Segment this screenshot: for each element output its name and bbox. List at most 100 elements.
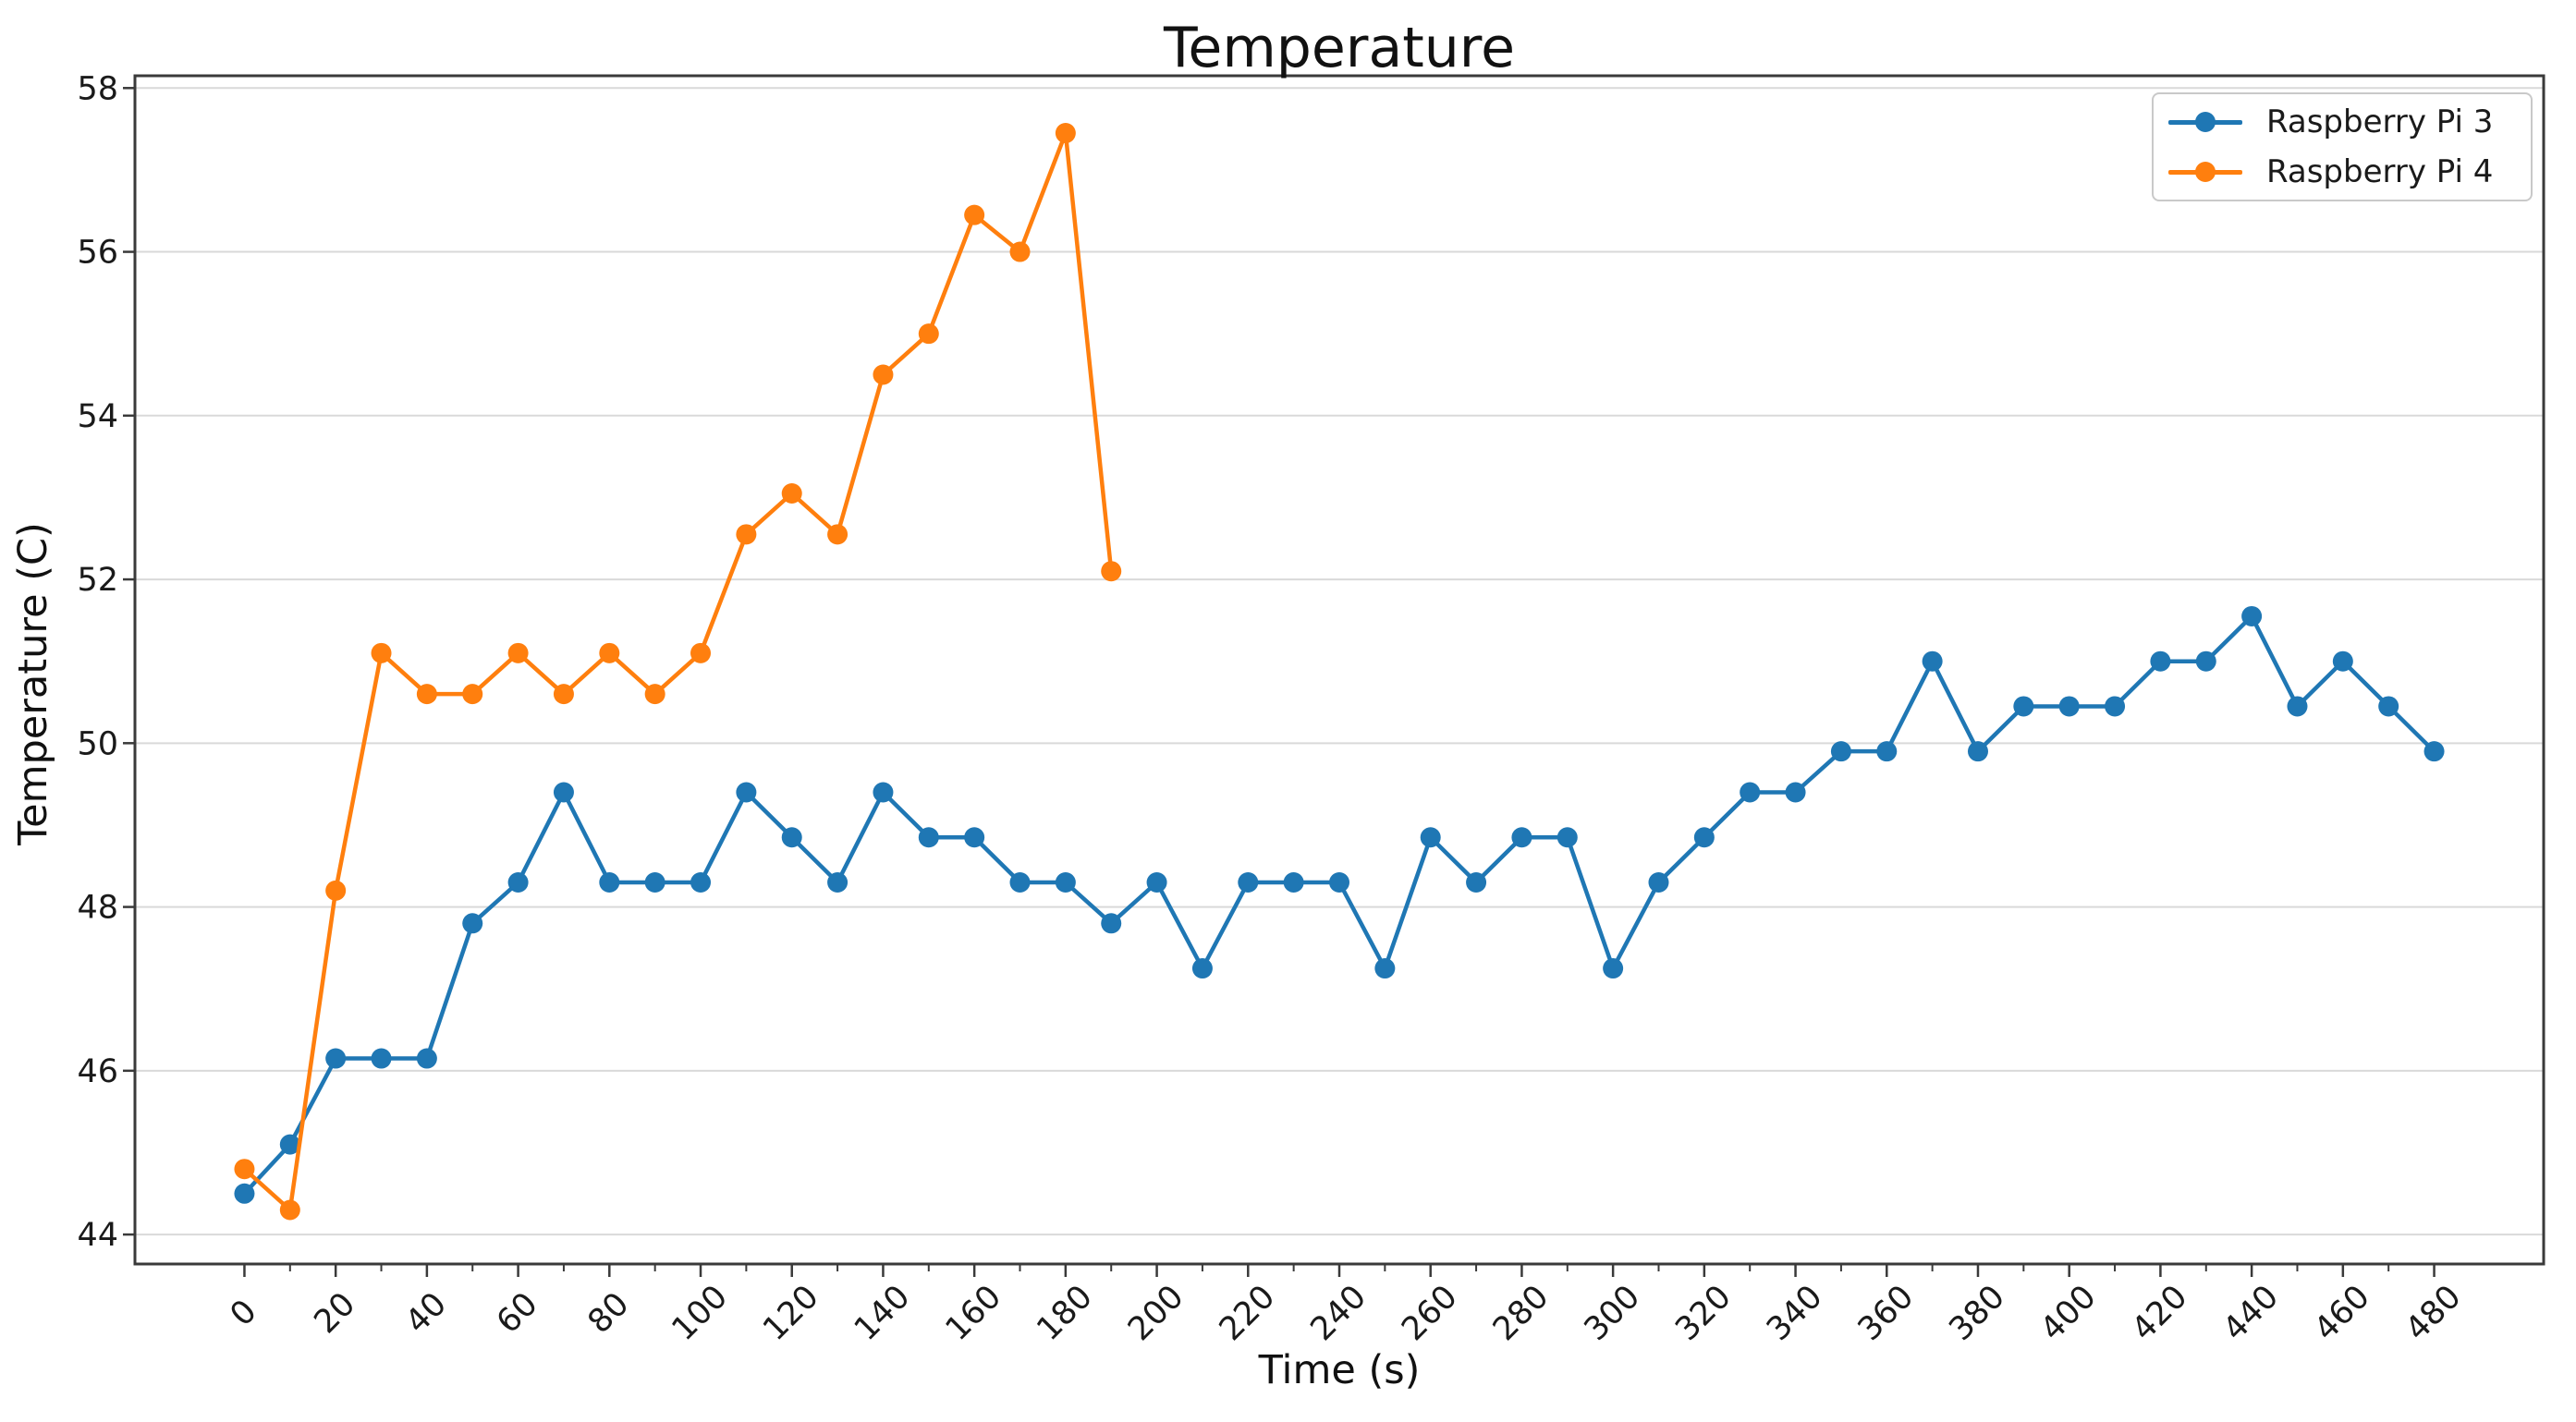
data-point-marker-raspberry-pi-4 (781, 483, 802, 504)
data-point-marker-raspberry-pi-3 (462, 913, 483, 934)
y-tick-label: 48 (77, 890, 118, 927)
x-tick-label: 460 (2307, 1279, 2377, 1349)
legend-line-marker-sample-blue (2168, 112, 2242, 132)
data-point-marker-raspberry-pi-3 (1693, 827, 1715, 848)
legend-label-raspberry-pi-3: Raspberry Pi 3 (2266, 103, 2494, 140)
x-tick-label: 80 (581, 1285, 637, 1341)
x-tick-label: 400 (2033, 1279, 2104, 1349)
data-point-marker-raspberry-pi-4 (325, 880, 347, 901)
data-point-marker-raspberry-pi-4 (279, 1199, 300, 1221)
data-point-marker-raspberry-pi-3 (1283, 871, 1304, 893)
y-tick-label: 58 (77, 70, 118, 107)
y-axis-title: Temperature (C) (10, 522, 56, 845)
x-tick-label: 340 (1760, 1279, 1830, 1349)
data-point-marker-raspberry-pi-3 (1055, 871, 1076, 893)
data-point-marker-raspberry-pi-3 (1740, 782, 1761, 803)
data-point-marker-raspberry-pi-3 (1238, 871, 1259, 893)
x-tick-label: 280 (1486, 1279, 1557, 1349)
x-tick-label: 240 (1304, 1279, 1374, 1349)
data-point-marker-raspberry-pi-4 (1009, 241, 1031, 262)
y-tick-label: 52 (77, 562, 118, 599)
data-point-marker-raspberry-pi-3 (1101, 913, 1122, 934)
x-tick-label: 440 (2216, 1279, 2287, 1349)
data-point-marker-raspberry-pi-3 (1967, 741, 1988, 762)
data-point-marker-raspberry-pi-3 (1603, 958, 1624, 979)
data-point-marker-raspberry-pi-4 (964, 204, 985, 225)
x-tick-label: 260 (1395, 1279, 1465, 1349)
x-axis-title: Time (s) (1258, 1347, 1421, 1393)
x-tick-label: 320 (1668, 1279, 1739, 1349)
data-point-marker-raspberry-pi-3 (1785, 782, 1806, 803)
data-point-marker-raspberry-pi-4 (918, 323, 939, 345)
data-point-marker-raspberry-pi-3 (1329, 871, 1349, 893)
data-point-marker-raspberry-pi-3 (827, 871, 848, 893)
data-point-marker-raspberry-pi-4 (507, 642, 529, 663)
data-point-marker-raspberry-pi-3 (1374, 958, 1396, 979)
data-point-marker-raspberry-pi-3 (2058, 696, 2080, 717)
data-point-marker-raspberry-pi-4 (690, 642, 712, 663)
data-point-marker-raspberry-pi-3 (918, 827, 939, 848)
data-point-marker-raspberry-pi-3 (416, 1048, 437, 1069)
y-tick-label: 44 (77, 1217, 118, 1254)
data-point-marker-raspberry-pi-3 (2287, 696, 2308, 717)
x-tick-label: 360 (1851, 1279, 1922, 1349)
x-tick-label: 20 (308, 1285, 363, 1341)
data-point-marker-raspberry-pi-3 (279, 1134, 300, 1155)
x-tick-label: 140 (848, 1279, 918, 1349)
data-point-marker-raspberry-pi-3 (599, 871, 620, 893)
data-point-marker-raspberry-pi-3 (1648, 871, 1669, 893)
data-point-marker-raspberry-pi-3 (1876, 741, 1898, 762)
data-point-marker-raspberry-pi-4 (234, 1159, 255, 1180)
data-point-marker-raspberry-pi-4 (416, 684, 437, 705)
data-point-marker-raspberry-pi-3 (736, 782, 757, 803)
data-point-marker-raspberry-pi-3 (507, 871, 529, 893)
data-point-marker-raspberry-pi-3 (2150, 650, 2171, 672)
x-tick-label: 40 (398, 1285, 454, 1341)
data-point-marker-raspberry-pi-3 (1466, 871, 1487, 893)
x-tick-label: 380 (1943, 1279, 2013, 1349)
data-point-marker-raspberry-pi-3 (1146, 871, 1167, 893)
data-point-marker-raspberry-pi-3 (964, 827, 985, 848)
chart-title: Temperature (1163, 16, 1516, 80)
data-point-marker-raspberry-pi-4 (873, 364, 894, 385)
x-tick-label: 480 (2399, 1279, 2469, 1349)
data-point-marker-raspberry-pi-3 (2195, 650, 2216, 672)
x-tick-label: 420 (2125, 1279, 2195, 1349)
data-point-marker-raspberry-pi-4 (736, 524, 757, 545)
data-point-marker-raspberry-pi-4 (553, 684, 574, 705)
data-point-marker-raspberry-pi-3 (1420, 827, 1441, 848)
data-point-marker-raspberry-pi-3 (2241, 605, 2263, 626)
series-line-raspberry-pi-4 (242, 130, 1114, 1212)
x-tick-label: 60 (490, 1285, 545, 1341)
x-tick-label: 160 (939, 1279, 1009, 1349)
legend-item-raspberry-pi-3: Raspberry Pi 3 (2168, 101, 2516, 143)
x-tick-label: 120 (756, 1279, 826, 1349)
data-point-marker-raspberry-pi-3 (234, 1183, 255, 1204)
data-point-marker-raspberry-pi-4 (827, 524, 848, 545)
data-point-marker-raspberry-pi-4 (599, 642, 620, 663)
y-tick-label: 56 (77, 235, 118, 272)
data-point-marker-raspberry-pi-3 (1191, 958, 1213, 979)
data-point-marker-raspberry-pi-3 (2332, 650, 2353, 672)
data-point-marker-raspberry-pi-3 (2423, 741, 2445, 762)
x-tick-label: 0 (224, 1293, 264, 1333)
data-point-marker-raspberry-pi-3 (553, 782, 574, 803)
data-point-marker-raspberry-pi-3 (371, 1048, 392, 1069)
data-point-marker-raspberry-pi-3 (1511, 827, 1532, 848)
legend-line-marker-sample-orange (2168, 162, 2242, 182)
x-tick-label: 100 (665, 1279, 736, 1349)
x-tick-label: 200 (1121, 1279, 1191, 1349)
data-point-marker-raspberry-pi-3 (690, 871, 712, 893)
y-tick-label: 50 (77, 725, 118, 762)
data-point-marker-raspberry-pi-4 (644, 684, 665, 705)
plot-area (133, 74, 2545, 1266)
data-point-marker-raspberry-pi-3 (1922, 650, 1943, 672)
x-tick-label: 220 (1213, 1279, 1283, 1349)
data-point-marker-raspberry-pi-4 (1055, 123, 1076, 144)
legend-item-raspberry-pi-4: Raspberry Pi 4 (2168, 151, 2516, 193)
legend-label-raspberry-pi-4: Raspberry Pi 4 (2266, 153, 2494, 190)
y-tick-label: 46 (77, 1053, 118, 1090)
data-point-marker-raspberry-pi-3 (2013, 696, 2034, 717)
